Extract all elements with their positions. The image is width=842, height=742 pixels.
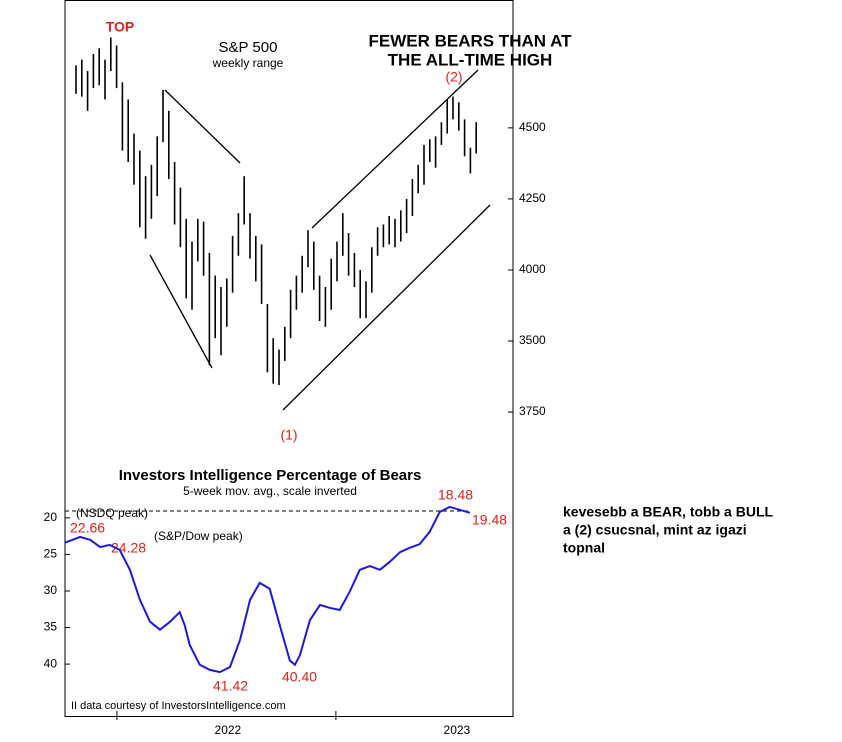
- y-tick-label: 4000: [519, 262, 546, 276]
- data-label: 40.40: [282, 669, 317, 685]
- x-tick-label: 2023: [444, 723, 471, 737]
- trendlines: [149, 69, 491, 411]
- chart-subtitle: 5-week mov. avg., scale inverted: [183, 484, 357, 498]
- headline: FEWER BEARS THAN AT: [368, 31, 572, 50]
- y-tick-label: 40: [44, 656, 58, 670]
- data-label: 19.48: [472, 512, 507, 528]
- y-tick-label: 4500: [519, 120, 546, 134]
- y-tick-label: 3500: [519, 333, 546, 347]
- line: [64, 505, 471, 674]
- trendline: [311, 69, 479, 229]
- y-tick-label: 3750: [519, 404, 546, 418]
- annotation: (S&P/Dow peak): [154, 529, 243, 543]
- side-note: topnal: [563, 540, 605, 556]
- frame: [64, 0, 514, 717]
- annotation: TOP: [106, 19, 135, 35]
- data-label: 41.42: [213, 678, 248, 694]
- y-tick-label: 4250: [519, 191, 546, 205]
- side-note: a (2) csucsnal, mint az igazi: [563, 522, 747, 538]
- y-tick-label: 35: [44, 620, 58, 634]
- trendline: [282, 204, 491, 411]
- chart-title: S&P 500: [219, 39, 278, 56]
- x-tick-label: 2022: [215, 723, 242, 737]
- side-note: kevesebb a BEAR, tobb a BULL: [563, 504, 773, 520]
- headline: THE ALL-TIME HIGH: [388, 50, 553, 69]
- data-label: 18.48: [438, 487, 473, 503]
- data-label: 22.66: [70, 520, 105, 536]
- y-tick-label: 30: [44, 583, 58, 597]
- source: II data courtesy of InvestorsIntelligenc…: [71, 700, 286, 712]
- chart-subtitle: weekly range: [212, 56, 284, 70]
- y-tick-label: 20: [44, 510, 58, 524]
- annotation: (1): [280, 427, 297, 443]
- trendline: [164, 89, 241, 164]
- annotation: (2): [445, 69, 462, 85]
- y-tick-label: 25: [44, 547, 58, 561]
- trendline: [149, 254, 213, 369]
- annotation: (NSDQ peak): [76, 506, 148, 520]
- chart-title: Investors Intelligence Percentage of Bea…: [119, 467, 422, 484]
